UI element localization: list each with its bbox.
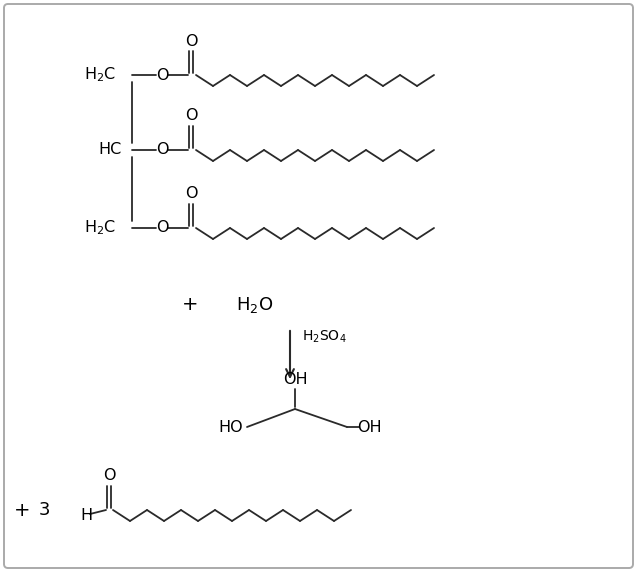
Text: H$_2$C: H$_2$C xyxy=(84,66,116,84)
Text: O: O xyxy=(103,468,115,483)
Text: O: O xyxy=(185,34,197,49)
Text: +: + xyxy=(14,500,30,519)
Text: HO: HO xyxy=(218,419,243,435)
Text: HC: HC xyxy=(99,142,122,157)
Text: O: O xyxy=(185,186,197,201)
Text: H$_2$SO$_4$: H$_2$SO$_4$ xyxy=(302,329,347,345)
Text: H$_2$C: H$_2$C xyxy=(84,219,116,237)
Text: O: O xyxy=(156,67,168,82)
Text: O: O xyxy=(156,142,168,157)
Text: 3: 3 xyxy=(38,501,50,519)
Text: O: O xyxy=(185,109,197,124)
Text: +: + xyxy=(182,296,198,315)
Text: H$_2$O: H$_2$O xyxy=(236,295,274,315)
Text: O: O xyxy=(156,220,168,236)
FancyBboxPatch shape xyxy=(4,4,633,568)
Text: OH: OH xyxy=(357,419,382,435)
Text: H: H xyxy=(80,509,92,523)
Text: OH: OH xyxy=(283,371,307,387)
